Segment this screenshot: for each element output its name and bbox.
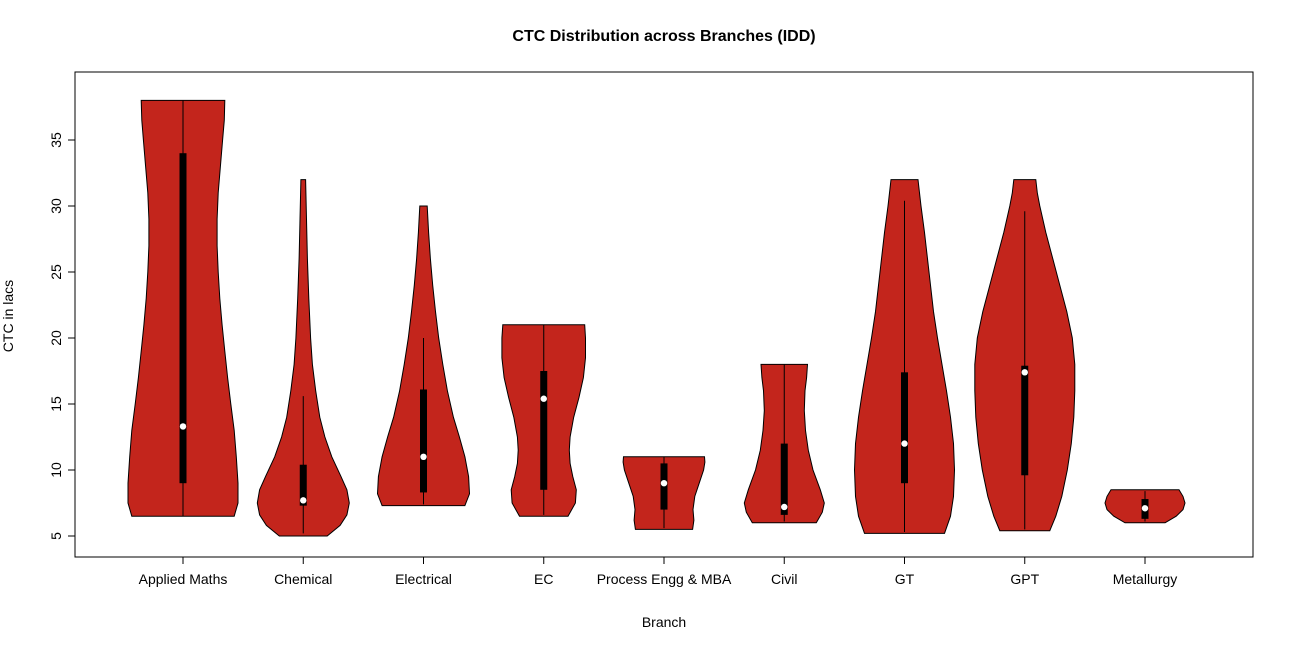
violin-group-gt — [853, 179, 956, 534]
x-tick-label-metallurgy: Metallurgy — [1113, 571, 1178, 587]
violin-group-process-engg-mba — [622, 456, 706, 530]
y-tick-label: 20 — [48, 330, 64, 346]
iqr-box-process-engg-mba — [660, 463, 668, 510]
median-dot-gt — [901, 440, 908, 447]
median-dot-metallurgy — [1141, 505, 1149, 512]
iqr-box-gpt — [1021, 365, 1029, 476]
violin-group-civil — [743, 363, 825, 524]
violin-group-metallurgy — [1104, 489, 1186, 524]
violin-shape-chemical — [256, 179, 350, 537]
x-tick-label-applied-maths: Applied Maths — [139, 571, 228, 587]
y-tick-label: 35 — [48, 132, 64, 148]
iqr-box-civil — [780, 443, 788, 515]
violin-group-chemical — [256, 179, 350, 537]
x-tick-label-electrical: Electrical — [395, 571, 452, 587]
y-tick-label: 15 — [48, 396, 64, 412]
y-axis-label: CTC in lacs — [0, 279, 16, 353]
median-dot-civil — [781, 503, 788, 511]
x-tick-label-chemical: Chemical — [274, 571, 332, 587]
violin-group-electrical — [376, 205, 471, 507]
violin-group-gpt — [974, 179, 1076, 532]
median-dot-chemical — [300, 497, 307, 504]
y-tick-label: 5 — [48, 532, 64, 540]
median-dot-applied-maths — [179, 423, 187, 430]
x-tick-label-ec: EC — [534, 571, 553, 587]
median-dot-electrical — [420, 453, 427, 460]
y-tick-label: 30 — [48, 198, 64, 214]
x-tick-label-gpt: GPT — [1010, 571, 1039, 587]
violin-group-applied-maths — [127, 99, 239, 517]
iqr-box-gt — [901, 372, 908, 484]
median-dot-gpt — [1021, 369, 1028, 376]
iqr-box-applied-maths — [179, 153, 187, 484]
iqr-box-chemical — [299, 464, 307, 506]
chart-title: CTC Distribution across Branches (IDD) — [512, 28, 816, 45]
x-tick-label-process-engg-mba: Process Engg & MBA — [597, 571, 732, 587]
median-dot-ec — [540, 395, 547, 402]
iqr-box-ec — [540, 371, 548, 490]
y-tick-label: 25 — [48, 264, 64, 280]
median-dot-process-engg-mba — [660, 480, 668, 487]
x-tick-label-gt: GT — [895, 571, 915, 587]
iqr-box-electrical — [420, 389, 427, 493]
x-tick-label-civil: Civil — [771, 571, 797, 587]
violin-group-ec — [501, 324, 586, 517]
x-axis-label: Branch — [641, 614, 687, 630]
y-tick-label: 10 — [48, 462, 64, 478]
